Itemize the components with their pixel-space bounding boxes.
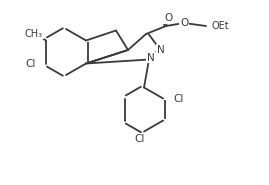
Text: Cl: Cl — [135, 134, 145, 144]
Text: OEt: OEt — [211, 21, 229, 31]
Text: O: O — [164, 13, 172, 23]
Text: Cl: Cl — [173, 93, 183, 103]
Text: O: O — [180, 18, 188, 28]
Text: N: N — [157, 45, 165, 55]
Text: Cl: Cl — [26, 58, 36, 68]
Text: CH₃: CH₃ — [25, 28, 43, 38]
Text: N: N — [147, 53, 155, 63]
